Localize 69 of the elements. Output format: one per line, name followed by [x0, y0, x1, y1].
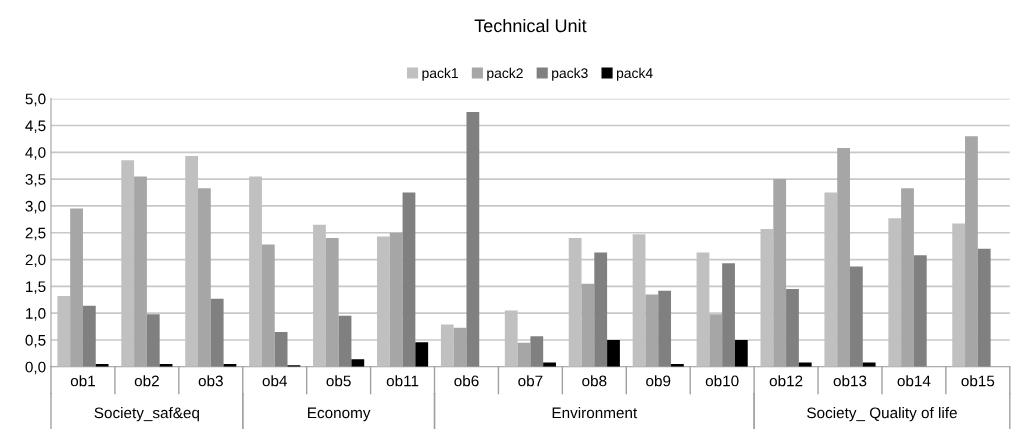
bar [453, 327, 467, 367]
bar [734, 339, 748, 367]
bar [581, 283, 595, 367]
x-tick-label: ob8 [582, 375, 607, 387]
bar [645, 294, 659, 367]
bar [274, 331, 288, 367]
y-tick-label: 1,5 [26, 281, 46, 294]
bar [82, 305, 96, 367]
x-tick-label: ob2 [134, 375, 159, 387]
x-tick-label: ob9 [646, 375, 671, 387]
bar [198, 188, 211, 367]
y-tick-label: 2,5 [25, 227, 46, 241]
bar [517, 342, 531, 367]
bar [210, 298, 224, 367]
bar [773, 179, 787, 367]
y-tick-label: 0,0 [25, 361, 46, 375]
bar [786, 289, 799, 367]
x-tick-label: ob5 [326, 375, 351, 387]
y-tick-label: 4,0 [25, 147, 46, 160]
bar [901, 188, 914, 367]
bar [146, 314, 160, 367]
bar [351, 359, 365, 367]
x-tick-label: ob7 [518, 375, 543, 387]
x-tick-label: ob15 [961, 375, 995, 387]
y-tick-label: 0,5 [25, 334, 46, 348]
y-tick-label: 2,0 [25, 254, 46, 268]
legend-label: pack2 [487, 67, 523, 81]
bar [837, 148, 850, 367]
bar [658, 290, 672, 367]
chart-title: Technical Unit [474, 18, 587, 33]
x-tick-label: ob3 [198, 375, 223, 387]
bar [530, 336, 544, 367]
bar [325, 238, 339, 367]
y-tick-label: 3,0 [25, 200, 46, 214]
y-tick-label: 4,5 [25, 120, 46, 133]
text: Society_saf&eq [94, 407, 199, 422]
x-tick-label: ob1 [70, 375, 95, 387]
bar [402, 192, 416, 367]
bar [709, 314, 723, 367]
text: Environment [552, 407, 638, 419]
y-tick-label: 5,0 [25, 93, 46, 107]
bar [913, 255, 927, 367]
legend-label: pack3 [552, 67, 588, 81]
legend-label: pack1 [422, 67, 458, 81]
bar [134, 176, 147, 367]
bar [965, 136, 978, 367]
bar [722, 263, 735, 367]
text: Society_ Quality of life [807, 407, 957, 422]
x-tick-label: ob10 [705, 375, 739, 387]
y-tick-label: 1,0 [26, 308, 46, 321]
bar [607, 339, 620, 367]
bar [70, 208, 83, 367]
bar [415, 342, 429, 367]
bar [261, 244, 275, 367]
bar [594, 252, 608, 367]
x-tick-label: ob4 [262, 375, 288, 387]
x-tick-label: ob12 [769, 375, 803, 387]
bar [977, 248, 991, 367]
y-tick-label: 3,5 [25, 173, 46, 187]
bar [389, 232, 403, 367]
bar [338, 315, 352, 367]
x-tick-label: ob14 [897, 375, 931, 387]
text: Economy [308, 407, 371, 422]
bar [850, 266, 863, 367]
x-tick-label: ob13 [833, 375, 867, 387]
x-tick-label: ob11 [386, 375, 419, 387]
legend-label: pack4 [616, 67, 653, 81]
x-tick-label: ob6 [454, 375, 479, 387]
bar [466, 112, 480, 367]
